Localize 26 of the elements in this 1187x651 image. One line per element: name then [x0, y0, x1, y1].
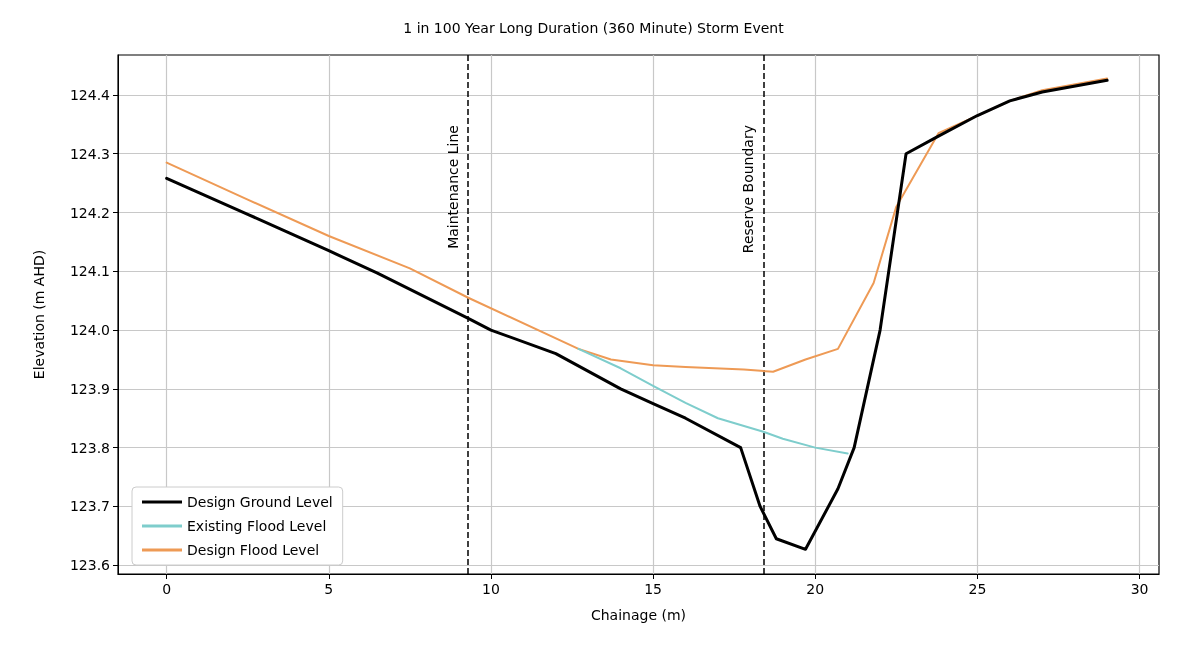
chart-title: 1 in 100 Year Long Duration (360 Minute) Storm Event — [403, 20, 785, 36]
y-tick-label: 123.8 — [69, 439, 110, 456]
y-tick-label: 124.0 — [69, 322, 110, 339]
y-tick-label: 124.3 — [69, 145, 110, 162]
y-tick-label: 124.2 — [69, 204, 110, 221]
x-axis-title: Chainage (m) — [590, 607, 687, 623]
x-tick-label: 10 — [482, 581, 500, 597]
y-tick-label: 123.9 — [69, 380, 110, 397]
ref-line-label: Maintenance Line — [445, 125, 462, 249]
x-tick-label: 0 — [162, 581, 172, 597]
legend-label: Design Ground Level — [187, 494, 333, 510]
legend-label: Design Flood Level — [187, 542, 320, 558]
line-series — [165, 77, 1109, 373]
line-series — [577, 347, 849, 455]
y-tick-label: 123.6 — [69, 557, 111, 574]
x-tick-label: 30 — [1130, 581, 1149, 597]
x-tick-label: 15 — [644, 581, 663, 597]
x-tick-label: 25 — [968, 581, 987, 597]
y-tick-label: 124.4 — [69, 86, 111, 103]
y-tick-label: 124.1 — [69, 263, 110, 280]
legend-label: Existing Flood Level — [187, 518, 327, 534]
y-axis-title: Elevation (m AHD) — [31, 249, 47, 380]
x-tick-label: 5 — [324, 581, 334, 597]
ref-line-label: Reserve Boundary — [740, 125, 757, 254]
y-tick-label: 123.7 — [69, 498, 110, 515]
x-tick-label: 20 — [806, 581, 825, 597]
